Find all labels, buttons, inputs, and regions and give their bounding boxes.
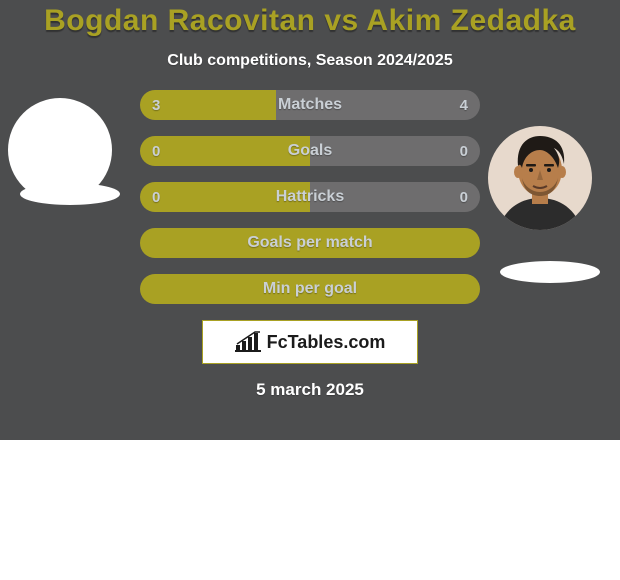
comparison-panel: Bogdan Racovitan vs Akim Zedadka Club co… xyxy=(0,0,620,440)
stat-row: Min per goal xyxy=(140,274,480,304)
stat-row: Hattricks00 xyxy=(140,182,480,212)
fctables-logo: FcTables.com xyxy=(202,320,418,364)
stat-value-right: 4 xyxy=(460,90,468,120)
page-title: Bogdan Racovitan vs Akim Zedadka xyxy=(0,0,620,38)
bar-chart-icon xyxy=(235,331,261,353)
logo-text: FcTables.com xyxy=(267,332,386,353)
stat-row: Matches34 xyxy=(140,90,480,120)
stat-value-left: 3 xyxy=(152,90,160,120)
player-right-shadow xyxy=(500,261,600,283)
subtitle: Club competitions, Season 2024/2025 xyxy=(0,52,620,70)
player-left-shadow xyxy=(20,183,120,205)
stat-value-right: 0 xyxy=(460,182,468,212)
stat-value-right: 0 xyxy=(460,136,468,166)
date-text: 5 march 2025 xyxy=(0,380,620,400)
player-right-portrait xyxy=(488,126,592,230)
stat-value-left: 0 xyxy=(152,136,160,166)
stat-row: Goals per match xyxy=(140,228,480,258)
player-right-avatar xyxy=(488,126,592,230)
stat-rows: Matches34Goals00Hattricks00Goals per mat… xyxy=(140,90,480,304)
stat-value-left: 0 xyxy=(152,182,160,212)
stat-row: Goals00 xyxy=(140,136,480,166)
